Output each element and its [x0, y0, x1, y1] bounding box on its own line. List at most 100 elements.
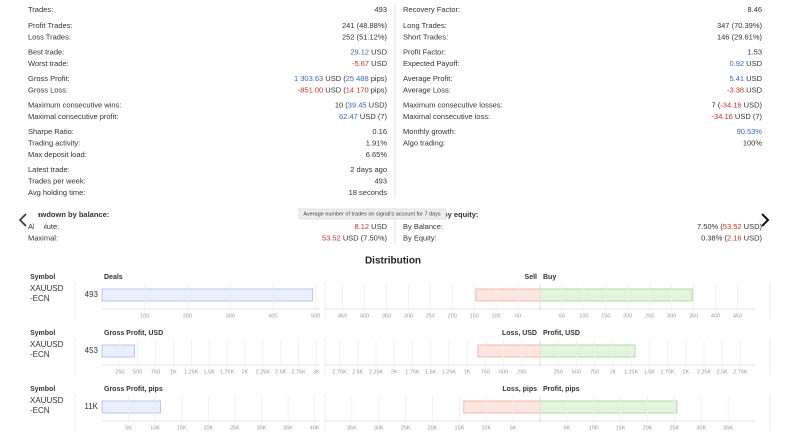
- value-part: 0.16: [372, 127, 387, 136]
- value-part: -3.38: [727, 85, 744, 94]
- stat-label: Gross Loss:: [28, 85, 68, 94]
- value-part: pips): [369, 74, 388, 83]
- value-label: 11K: [84, 402, 98, 411]
- tick-label: 50: [559, 313, 565, 319]
- value-part: 90.53%: [737, 127, 763, 136]
- value-part: 18 seconds: [349, 188, 388, 197]
- tick-label: 350: [689, 313, 698, 319]
- value-part: -851.00: [298, 85, 323, 94]
- stat-label: Profit Factor:: [403, 47, 446, 56]
- tick-label: 1.75K: [405, 369, 420, 375]
- tick-label: 200: [183, 313, 192, 319]
- tick-label: 2.5K: [717, 369, 729, 375]
- tick-label: 2.25K: [697, 369, 712, 375]
- stat-label: Average Loss:: [403, 85, 451, 94]
- stat-value: 53.52 USD (7.50%): [322, 233, 388, 242]
- tick-label: 250: [426, 313, 435, 319]
- value-part: 0.38% (: [701, 233, 727, 242]
- stat-value: 0.16: [372, 127, 387, 136]
- tick-label: 25K: [669, 425, 679, 431]
- tick-label: 450: [338, 313, 347, 319]
- tick-label: 2K: [242, 369, 249, 375]
- distribution-title: Distribution: [365, 256, 421, 267]
- bar: [101, 288, 314, 302]
- stat-value: 347 (70.39%): [717, 21, 763, 30]
- tick-label: 25K: [230, 425, 240, 431]
- tick-label: 400: [360, 313, 369, 319]
- stat-value: -851.00 USD (14 170 pips): [298, 85, 388, 94]
- value-part: USD (7.50%): [341, 233, 388, 242]
- tick-label: 30K: [374, 425, 384, 431]
- stat-label: Profit Trades:: [28, 21, 73, 30]
- stat-label: Recovery Factor:: [403, 5, 460, 14]
- stat-label: Expected Payoff:: [403, 59, 460, 68]
- tick-label: 1K: [464, 369, 471, 375]
- tick-label: 10K: [150, 425, 160, 431]
- stat-value: 18 seconds: [349, 188, 388, 197]
- symbol: XAUUSD-ECN: [30, 396, 64, 415]
- value-part: 25 488: [346, 74, 369, 83]
- stat-value: 8.46: [747, 5, 762, 14]
- stat-label: By Balance:: [403, 222, 443, 231]
- value-part: 62.47: [339, 112, 358, 121]
- value-part: USD: [369, 59, 388, 68]
- tick-label: 300: [404, 313, 413, 319]
- tick-label: 20K: [428, 425, 438, 431]
- stat-label: Maximal:: [28, 233, 58, 242]
- stat-label: Monthly growth:: [403, 127, 456, 136]
- value-part: 2.16: [727, 233, 742, 242]
- stat-label: Trades per week:: [28, 176, 86, 185]
- tick-label: 20K: [643, 425, 653, 431]
- bar-negative: [477, 344, 541, 358]
- tick-label: 5K: [510, 425, 517, 431]
- value-part: 53.52: [723, 222, 742, 231]
- tick-label: 10K: [481, 425, 491, 431]
- stat-label: Best trade:: [28, 47, 64, 56]
- stat-value: 62.47 USD (7): [339, 112, 387, 121]
- stat-label: Maximal consecutive loss:: [403, 112, 490, 121]
- tick-label: 50: [515, 313, 521, 319]
- tick-label: 400: [711, 313, 720, 319]
- stat-value: 0.92 USD: [729, 59, 762, 68]
- tick-label: 150: [601, 313, 610, 319]
- tick-label: 1.25K: [624, 369, 639, 375]
- column-header: Symbol: [30, 330, 55, 337]
- tick-label: 250: [554, 369, 563, 375]
- chart-title: Loss, USD: [502, 330, 537, 337]
- stat-label: Trades:: [28, 5, 53, 14]
- tick-label: 2.25K: [369, 369, 384, 375]
- stat-label: Latest trade:: [28, 165, 70, 174]
- tick-label: 150: [470, 313, 479, 319]
- tick-label: 20K: [203, 425, 213, 431]
- tick-label: 300: [226, 313, 235, 319]
- value-part: 493: [374, 176, 387, 185]
- tick-label: 1K: [610, 369, 617, 375]
- stat-value: 8.12 USD: [354, 222, 387, 231]
- stat-label: Max deposit load:: [28, 150, 87, 159]
- bar-positive: [539, 344, 636, 358]
- stat-value: 1 303.63 USD (25 488 pips): [294, 74, 387, 83]
- value-part: USD: [369, 222, 388, 231]
- symbol: XAUUSD-ECN: [30, 284, 64, 303]
- tick-label: 250: [517, 369, 526, 375]
- tick-label: 35K: [283, 425, 293, 431]
- tick-label: 1K: [170, 369, 177, 375]
- value-part: USD: [744, 85, 763, 94]
- bar-negative: [463, 400, 541, 414]
- stat-value: 90.53%: [737, 127, 763, 136]
- tick-label: 400: [268, 313, 277, 319]
- chart-title: Deals: [104, 274, 123, 281]
- value-part: 100%: [743, 138, 763, 147]
- tick-label: 30K: [696, 425, 706, 431]
- tick-label: 750: [481, 369, 490, 375]
- value-part: 347 (70.39%): [717, 21, 763, 30]
- value-part: 146 (29.61%): [717, 32, 763, 41]
- tick-label: 100: [492, 313, 501, 319]
- stat-value: 0.38% (2.16 USD): [701, 233, 762, 242]
- tick-label: 25K: [401, 425, 411, 431]
- stat-label: Absolute:: [28, 222, 59, 231]
- stat-value: 493: [374, 5, 387, 14]
- value-part: 493: [374, 5, 387, 14]
